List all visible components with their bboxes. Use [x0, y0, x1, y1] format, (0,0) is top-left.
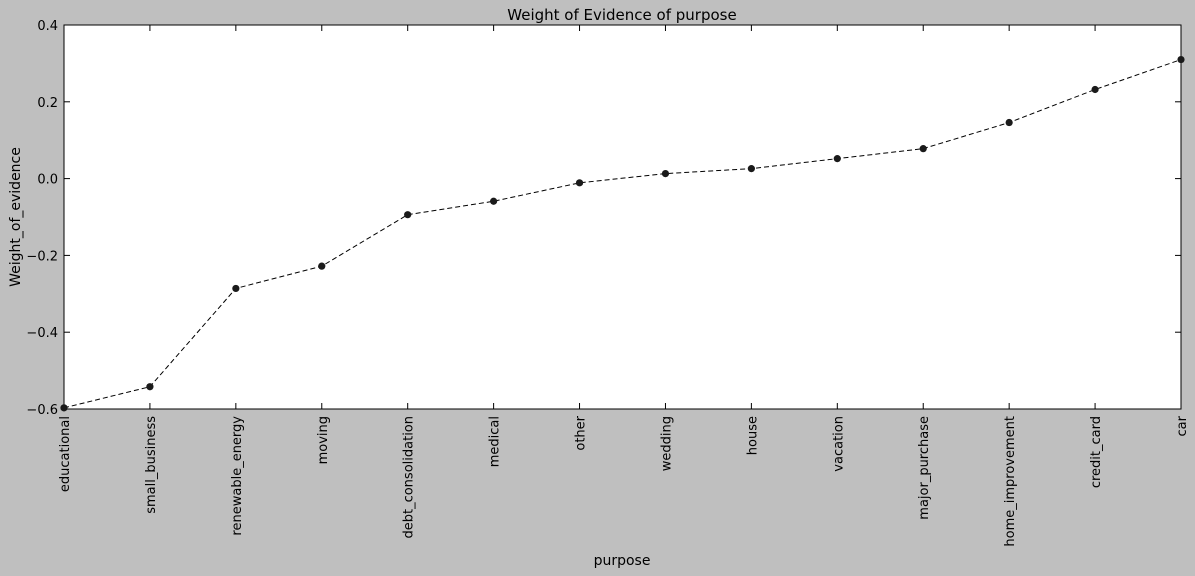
x-tick-label: debt_consolidation	[402, 416, 417, 539]
x-tick-label: house	[745, 416, 760, 455]
x-tick-label: moving	[316, 416, 331, 464]
chart-title: Weight of Evidence of purpose	[507, 6, 736, 24]
x-tick-label: home_improvement	[1003, 416, 1018, 547]
data-point	[1177, 55, 1185, 64]
y-tick-label: 0.4	[37, 19, 58, 34]
x-tick-label: medical	[488, 416, 503, 467]
x-tick-label: vacation	[831, 416, 846, 472]
data-point	[1005, 118, 1013, 127]
y-tick-label: −0.4	[26, 326, 58, 341]
data-point	[404, 211, 412, 219]
y-axis-label: Weight_of_evidence	[8, 147, 24, 287]
data-point	[60, 404, 68, 412]
x-tick-label: small_business	[144, 416, 159, 514]
data-point	[1091, 85, 1099, 94]
data-point	[146, 383, 154, 391]
series-line	[60, 55, 1185, 412]
y-tick-label: −0.6	[26, 403, 58, 418]
x-tick-label: major_purchase	[917, 416, 932, 520]
x-tick-label: other	[574, 415, 589, 450]
data-point	[661, 170, 670, 178]
data-point	[490, 197, 498, 205]
plot-area	[63, 24, 1182, 410]
x-tick-label: wedding	[659, 416, 674, 471]
data-point	[232, 284, 240, 293]
data-point	[747, 165, 755, 173]
data-point	[919, 145, 927, 153]
data-point	[575, 179, 584, 187]
data-point	[318, 262, 326, 270]
x-tick-label: educational	[58, 416, 73, 492]
x-axis: educational small_business renewable_energ…	[58, 25, 1190, 547]
x-tick-label: car	[1175, 415, 1190, 436]
y-tick-label: −0.2	[26, 249, 58, 264]
x-axis-label: purpose	[594, 553, 651, 569]
y-axis: −0.6 −0.4 −0.2 0.0 0.2 0.4	[26, 19, 1181, 418]
x-tick-label: credit_card	[1089, 416, 1104, 488]
data-line	[63, 59, 1182, 409]
y-tick-label: 0.0	[37, 173, 58, 188]
data-point	[833, 155, 841, 163]
x-tick-label: renewable_energy	[230, 416, 245, 536]
y-tick-label: 0.2	[37, 96, 58, 111]
